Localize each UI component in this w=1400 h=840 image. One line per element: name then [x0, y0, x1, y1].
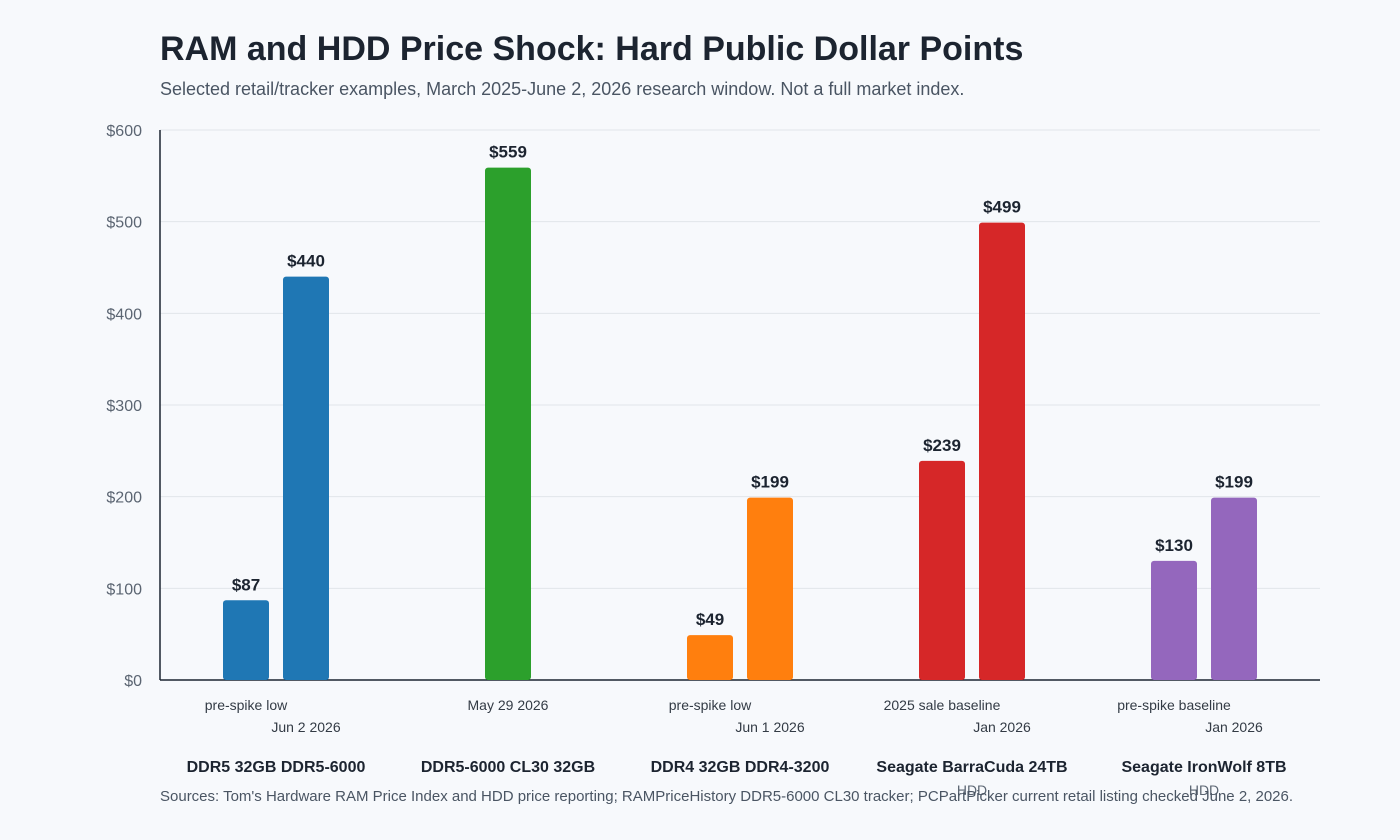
- bar-category-label: Jun 2 2026: [271, 719, 340, 735]
- bar-value-label: $49: [696, 610, 724, 629]
- bar-value-label: $499: [983, 198, 1021, 217]
- y-tick-label: $100: [106, 581, 142, 598]
- group-label: DDR4 32GB DDR4-3200: [651, 759, 830, 776]
- bar-category-label: Jun 1 2026: [735, 719, 804, 735]
- group-label: Seagate BarraCuda 24TB: [876, 759, 1067, 776]
- chart-title: RAM and HDD Price Shock: Hard Public Dol…: [160, 30, 1024, 68]
- chart-subtitle: Selected retail/tracker examples, March …: [160, 79, 965, 99]
- bar-value-label: $130: [1155, 536, 1193, 555]
- bar-category-label: Jan 2026: [1205, 719, 1263, 735]
- group-sublabel: HDD: [957, 782, 987, 798]
- bar-category-label: pre-spike baseline: [1117, 697, 1231, 713]
- bar-category-label: 2025 sale baseline: [884, 697, 1001, 713]
- bar-value-label: $440: [287, 252, 325, 271]
- group-label: DDR5-6000 CL30 32GB: [421, 759, 595, 776]
- y-tick-label: $600: [106, 123, 142, 140]
- bar-value-label: $199: [1215, 473, 1253, 492]
- y-tick-label: $200: [106, 490, 142, 507]
- bar-category-label: Jan 2026: [973, 719, 1031, 735]
- bar: [283, 276, 329, 680]
- bar: [485, 167, 531, 681]
- sources-note: Sources: Tom's Hardware RAM Price Index …: [160, 788, 1294, 805]
- bar-value-label: $559: [489, 143, 527, 162]
- bar-value-label: $239: [923, 436, 961, 455]
- bar-category-label: May 29 2026: [468, 697, 549, 713]
- bar: [979, 222, 1025, 681]
- bar-category-label: pre-spike low: [669, 697, 752, 713]
- bar: [1151, 560, 1197, 680]
- bar-value-label: $87: [232, 575, 260, 594]
- group-label: Seagate IronWolf 8TB: [1121, 759, 1286, 776]
- y-tick-label: $300: [106, 398, 142, 415]
- y-tick-label: $400: [106, 306, 142, 323]
- bar-category-label: pre-spike low: [205, 697, 288, 713]
- bar: [919, 460, 965, 680]
- bar: [1211, 497, 1257, 680]
- group-label: DDR5 32GB DDR5-6000: [187, 759, 366, 776]
- bar: [223, 600, 269, 680]
- y-tick-label: $0: [124, 673, 142, 690]
- y-tick-label: $500: [106, 215, 142, 232]
- bar: [747, 497, 793, 680]
- bar-value-label: $199: [751, 473, 789, 492]
- group-sublabel: HDD: [1189, 782, 1219, 798]
- bar: [687, 635, 733, 680]
